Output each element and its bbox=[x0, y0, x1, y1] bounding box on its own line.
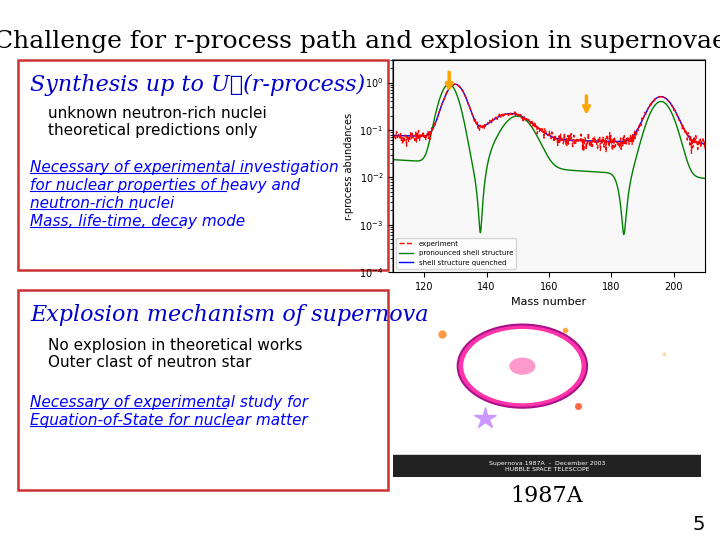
Text: unknown neutron-rich nuclei: unknown neutron-rich nuclei bbox=[48, 106, 266, 121]
Legend: experiment, pronounced shell structure, shell structure quenched: experiment, pronounced shell structure, … bbox=[397, 238, 516, 268]
Text: Supernova 1987A  -  December 2003
HUBBLE SPACE TELESCOPE: Supernova 1987A - December 2003 HUBBLE S… bbox=[489, 461, 606, 471]
Text: Challenge for r-process path and explosion in supernovae: Challenge for r-process path and explosi… bbox=[0, 30, 720, 53]
Text: Necessary of experimental study for: Necessary of experimental study for bbox=[30, 395, 308, 410]
Text: 5: 5 bbox=[693, 515, 705, 534]
Text: 1987A: 1987A bbox=[510, 485, 583, 507]
Text: Mass, life-time, decay mode: Mass, life-time, decay mode bbox=[30, 214, 245, 229]
Circle shape bbox=[510, 358, 535, 374]
Bar bbox=[393, 455, 701, 477]
Text: Explosion mechanism of supernova: Explosion mechanism of supernova bbox=[30, 304, 428, 326]
Text: theoretical predictions only: theoretical predictions only bbox=[48, 123, 257, 138]
Text: for nuclear properties of heavy and: for nuclear properties of heavy and bbox=[30, 178, 300, 193]
Text: Necessary of experimental investigation: Necessary of experimental investigation bbox=[30, 160, 338, 175]
Text: Outer clast of neutron star: Outer clast of neutron star bbox=[48, 355, 251, 370]
FancyBboxPatch shape bbox=[393, 60, 705, 272]
Text: No explosion in theoretical works: No explosion in theoretical works bbox=[48, 338, 302, 353]
Text: Synthesis up to U　(r-process): Synthesis up to U (r-process) bbox=[30, 74, 365, 96]
Text: neutron-rich nuclei: neutron-rich nuclei bbox=[30, 196, 174, 211]
FancyBboxPatch shape bbox=[18, 60, 388, 270]
Y-axis label: r-process abundances: r-process abundances bbox=[343, 112, 354, 220]
X-axis label: Mass number: Mass number bbox=[511, 298, 587, 307]
FancyBboxPatch shape bbox=[18, 290, 388, 490]
Text: Equation-of-State for nuclear matter: Equation-of-State for nuclear matter bbox=[30, 413, 307, 428]
